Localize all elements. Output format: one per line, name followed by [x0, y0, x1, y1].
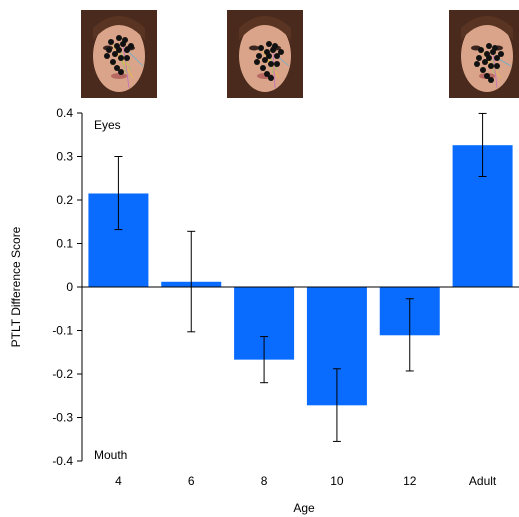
- face-thumbnail-1: [81, 10, 157, 98]
- face-thumbnail-2: [227, 10, 303, 98]
- error-bar-6: [187, 230, 196, 333]
- face-eye-tracking-heatmap-icon: [449, 10, 519, 98]
- face-thumbnail-3: [449, 10, 519, 98]
- error-bar-8: [260, 336, 269, 384]
- error-bars-group: [114, 112, 487, 442]
- face-eye-tracking-heatmap-icon: [81, 10, 157, 98]
- error-bar-10: [332, 368, 341, 442]
- error-bar-12: [405, 298, 414, 372]
- error-bar-4: [114, 156, 123, 231]
- bars-group: [88, 145, 513, 406]
- x-tick-label: Adult: [469, 474, 497, 488]
- x-tick-label: 12: [403, 474, 417, 488]
- y-tick-label: 0: [66, 280, 73, 294]
- face-eye-tracking-heatmap-icon: [227, 10, 303, 98]
- x-ticks-group: 4 6 8 10 12 Adult: [115, 474, 497, 488]
- x-tick-label: 10: [330, 474, 344, 488]
- x-tick-label: 6: [188, 474, 195, 488]
- y-tick-label: 0.1: [56, 237, 73, 251]
- annotation-eyes: Eyes: [94, 118, 121, 132]
- y-tick-label: 0.3: [56, 150, 73, 164]
- y-tick-label: -0.1: [52, 324, 73, 338]
- y-ticks-group: -0.4 -0.3 -0.2 -0.1 0 0.1 0.2 0.3 0.4: [52, 106, 82, 468]
- y-tick-label: -0.4: [52, 454, 73, 468]
- x-tick-label: 4: [115, 474, 122, 488]
- error-bar-Adult: [478, 112, 487, 178]
- x-tick-label: 8: [261, 474, 268, 488]
- x-axis-label: Age: [293, 501, 315, 515]
- y-tick-label: 0.4: [56, 106, 73, 120]
- y-tick-label: 0.2: [56, 193, 73, 207]
- y-tick-label: -0.3: [52, 411, 73, 425]
- y-tick-label: -0.2: [52, 367, 73, 381]
- y-axis-label: PTLT Difference Score: [9, 226, 23, 347]
- annotation-mouth: Mouth: [94, 448, 127, 462]
